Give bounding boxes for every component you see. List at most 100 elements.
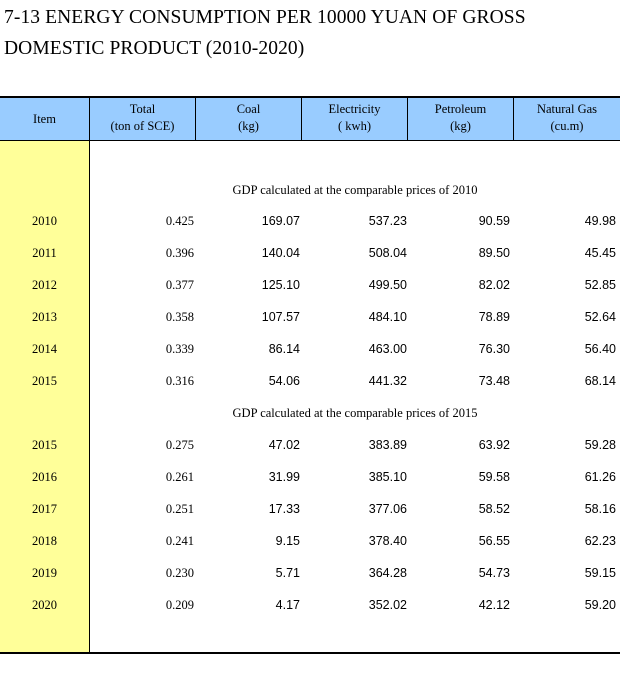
header-natural-gas: Natural Gas (cu.m) bbox=[513, 98, 620, 140]
year-cell: 2012 bbox=[32, 278, 57, 292]
petroleum-cell: 78.89 bbox=[478, 310, 510, 324]
header-coal-unit: (kg) bbox=[238, 119, 259, 133]
header-natural-gas-unit: (cu.m) bbox=[550, 119, 584, 133]
total-cell: 0.339 bbox=[165, 342, 194, 356]
electricity-cell: 441.32 bbox=[368, 374, 407, 388]
table-row: 2015 0.275 47.02 383.89 63.92 59.28 bbox=[0, 435, 620, 455]
natural-gas-cell: 56.40 bbox=[584, 342, 616, 356]
header-coal: Coal (kg) bbox=[195, 98, 301, 140]
petroleum-cell: 73.48 bbox=[478, 374, 510, 388]
natural-gas-cell: 49.98 bbox=[584, 214, 616, 228]
total-cell: 0.396 bbox=[165, 246, 194, 260]
natural-gas-cell: 58.16 bbox=[584, 502, 616, 516]
electricity-cell: 484.10 bbox=[368, 310, 407, 324]
coal-cell: 47.02 bbox=[268, 438, 300, 452]
coal-cell: 107.57 bbox=[261, 310, 300, 324]
year-cell: 2016 bbox=[32, 470, 57, 484]
electricity-cell: 352.02 bbox=[368, 598, 407, 612]
total-cell: 0.230 bbox=[165, 566, 194, 580]
table-row: 2010 0.425 169.07 537.23 90.59 49.98 bbox=[0, 211, 620, 231]
page-title: 7-13 ENERGY CONSUMPTION PER 10000 YUAN O… bbox=[4, 2, 616, 64]
table-row: 2013 0.358 107.57 484.10 78.89 52.64 bbox=[0, 307, 620, 327]
coal-cell: 125.10 bbox=[261, 278, 300, 292]
coal-cell: 31.99 bbox=[268, 470, 300, 484]
petroleum-cell: 63.92 bbox=[478, 438, 510, 452]
item-column-band bbox=[0, 141, 90, 652]
electricity-cell: 537.23 bbox=[368, 214, 407, 228]
electricity-cell: 499.50 bbox=[368, 278, 407, 292]
year-cell: 2017 bbox=[32, 502, 57, 516]
petroleum-cell: 54.73 bbox=[478, 566, 510, 580]
table-row: 2014 0.339 86.14 463.00 76.30 56.40 bbox=[0, 339, 620, 359]
table-row: 2019 0.230 5.71 364.28 54.73 59.15 bbox=[0, 563, 620, 583]
coal-cell: 140.04 bbox=[261, 246, 300, 260]
total-cell: 0.209 bbox=[165, 598, 194, 612]
coal-cell: 9.15 bbox=[275, 534, 300, 548]
petroleum-cell: 59.58 bbox=[478, 470, 510, 484]
total-cell: 0.241 bbox=[165, 534, 194, 548]
title-line-1: 7-13 ENERGY CONSUMPTION PER 10000 YUAN O… bbox=[4, 7, 526, 28]
energy-table: Item Total (ton of SCE) Coal (kg) Electr… bbox=[0, 96, 620, 654]
electricity-cell: 385.10 bbox=[368, 470, 407, 484]
table-row: 2011 0.396 140.04 508.04 89.50 45.45 bbox=[0, 243, 620, 263]
table-row: 2018 0.241 9.15 378.40 56.55 62.23 bbox=[0, 531, 620, 551]
header-petroleum: Petroleum (kg) bbox=[407, 98, 513, 140]
year-cell: 2015 bbox=[32, 438, 57, 452]
natural-gas-cell: 59.28 bbox=[584, 438, 616, 452]
header-electricity-label: Electricity bbox=[328, 102, 381, 116]
natural-gas-cell: 59.20 bbox=[584, 598, 616, 612]
total-cell: 0.316 bbox=[165, 374, 194, 388]
header-item-label: Item bbox=[33, 112, 56, 126]
coal-cell: 17.33 bbox=[268, 502, 300, 516]
table-top-rule bbox=[0, 96, 620, 98]
electricity-cell: 383.89 bbox=[368, 438, 407, 452]
year-cell: 2015 bbox=[32, 374, 57, 388]
header-total: Total (ton of SCE) bbox=[89, 98, 195, 140]
table-row: 2016 0.261 31.99 385.10 59.58 61.26 bbox=[0, 467, 620, 487]
total-cell: 0.425 bbox=[165, 214, 194, 228]
petroleum-cell: 82.02 bbox=[478, 278, 510, 292]
header-total-label: Total bbox=[129, 102, 156, 116]
natural-gas-cell: 45.45 bbox=[584, 246, 616, 260]
table-row: 2015 0.316 54.06 441.32 73.48 68.14 bbox=[0, 371, 620, 391]
coal-cell: 4.17 bbox=[275, 598, 300, 612]
total-cell: 0.251 bbox=[165, 502, 194, 516]
section-label-2015: GDP calculated at the comparable prices … bbox=[232, 406, 478, 420]
year-cell: 2010 bbox=[32, 214, 57, 228]
natural-gas-cell: 52.85 bbox=[584, 278, 616, 292]
section-label-2010: GDP calculated at the comparable prices … bbox=[232, 183, 478, 197]
table-header: Item Total (ton of SCE) Coal (kg) Electr… bbox=[0, 98, 620, 141]
petroleum-cell: 58.52 bbox=[478, 502, 510, 516]
electricity-cell: 508.04 bbox=[368, 246, 407, 260]
petroleum-cell: 76.30 bbox=[478, 342, 510, 356]
petroleum-cell: 90.59 bbox=[478, 214, 510, 228]
natural-gas-cell: 59.15 bbox=[584, 566, 616, 580]
header-item: Item bbox=[0, 98, 89, 140]
natural-gas-cell: 68.14 bbox=[584, 374, 616, 388]
header-natural-gas-label: Natural Gas bbox=[536, 102, 598, 116]
coal-cell: 5.71 bbox=[275, 566, 300, 580]
header-coal-label: Coal bbox=[236, 102, 261, 116]
table-row: 2020 0.209 4.17 352.02 42.12 59.20 bbox=[0, 595, 620, 615]
natural-gas-cell: 62.23 bbox=[584, 534, 616, 548]
total-cell: 0.358 bbox=[165, 310, 194, 324]
title-line-2: DOMESTIC PRODUCT (2010-2020) bbox=[4, 38, 305, 59]
electricity-cell: 463.00 bbox=[368, 342, 407, 356]
header-petroleum-label: Petroleum bbox=[434, 102, 487, 116]
electricity-cell: 377.06 bbox=[368, 502, 407, 516]
electricity-cell: 364.28 bbox=[368, 566, 407, 580]
header-electricity: Electricity ( kwh) bbox=[301, 98, 407, 140]
coal-cell: 54.06 bbox=[268, 374, 300, 388]
total-cell: 0.261 bbox=[165, 470, 194, 484]
year-cell: 2019 bbox=[32, 566, 57, 580]
petroleum-cell: 89.50 bbox=[478, 246, 510, 260]
header-petroleum-unit: (kg) bbox=[450, 119, 471, 133]
table-row: 2012 0.377 125.10 499.50 82.02 52.85 bbox=[0, 275, 620, 295]
year-cell: 2018 bbox=[32, 534, 57, 548]
header-total-unit: (ton of SCE) bbox=[110, 119, 175, 133]
natural-gas-cell: 61.26 bbox=[584, 470, 616, 484]
year-cell: 2020 bbox=[32, 598, 57, 612]
coal-cell: 86.14 bbox=[268, 342, 300, 356]
total-cell: 0.377 bbox=[165, 278, 194, 292]
petroleum-cell: 42.12 bbox=[478, 598, 510, 612]
